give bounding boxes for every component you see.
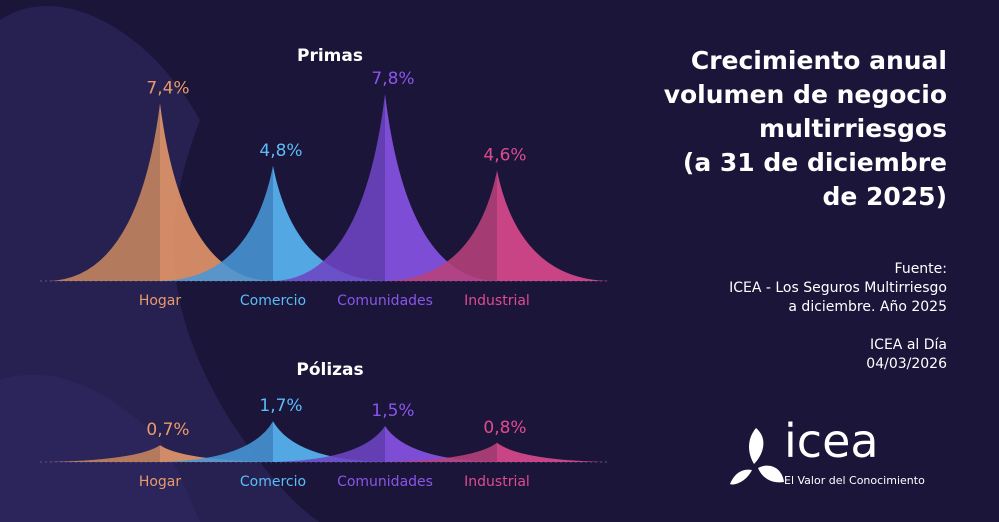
category-label: Industrial — [464, 293, 530, 309]
category-label: Hogar — [139, 293, 182, 309]
peak-comercio-right — [273, 421, 385, 462]
chart-title: Primas — [297, 46, 363, 66]
source-line: Fuente: — [894, 261, 947, 277]
page-title: Crecimiento anual volumen de negocio mul… — [663, 46, 947, 211]
category-label: Comercio — [240, 474, 306, 490]
logo-tagline: El Valor del Conocimiento — [784, 474, 925, 487]
logo-wordmark: icea — [784, 414, 879, 468]
data-label: 1,7% — [259, 396, 302, 416]
data-label: 4,8% — [259, 141, 302, 161]
peak-industrial-right — [497, 170, 609, 281]
peak-hogar-right — [160, 445, 272, 462]
peak-hogar-left — [48, 103, 160, 282]
category-label: Industrial — [464, 474, 530, 490]
category-label: Comunidades — [337, 474, 433, 490]
peak-comercio-right — [273, 165, 385, 281]
peak-hogar-right — [160, 103, 272, 282]
background-decoration — [0, 374, 200, 522]
peak-comunidades-right — [385, 93, 497, 281]
peak-industrial-left — [385, 170, 497, 281]
peak-industrial-left — [385, 442, 497, 462]
icea-leaves-icon — [730, 428, 784, 485]
peak-comercio-left — [161, 165, 273, 281]
data-label: 7,8% — [371, 69, 414, 89]
peak-hogar-left — [48, 445, 160, 462]
category-label: Comunidades — [337, 293, 433, 309]
publication-date: 04/03/2026 — [866, 356, 947, 372]
peak-comunidades-right — [385, 426, 497, 462]
data-label: 4,6% — [483, 146, 526, 166]
source-note: Fuente: ICEA - Los Seguros Multirriesgo … — [729, 260, 947, 374]
data-label: 0,8% — [483, 418, 526, 438]
data-label: 7,4% — [146, 78, 189, 98]
peak-industrial-right — [497, 442, 609, 462]
source-line: a diciembre. Año 2025 — [788, 299, 947, 315]
category-label: Hogar — [139, 474, 182, 490]
peak-comunidades-left — [273, 93, 385, 281]
publication-name: ICEA al Día — [870, 337, 947, 353]
data-label: 1,5% — [371, 401, 414, 421]
source-line: ICEA - Los Seguros Multirriesgo — [729, 280, 947, 296]
icea-logo: icea El Valor del Conocimiento — [728, 414, 968, 494]
peak-comunidades-left — [273, 426, 385, 462]
data-label: 0,7% — [146, 420, 189, 440]
chart-title: Pólizas — [296, 360, 363, 380]
peak-comercio-left — [161, 421, 273, 462]
category-label: Comercio — [240, 293, 306, 309]
